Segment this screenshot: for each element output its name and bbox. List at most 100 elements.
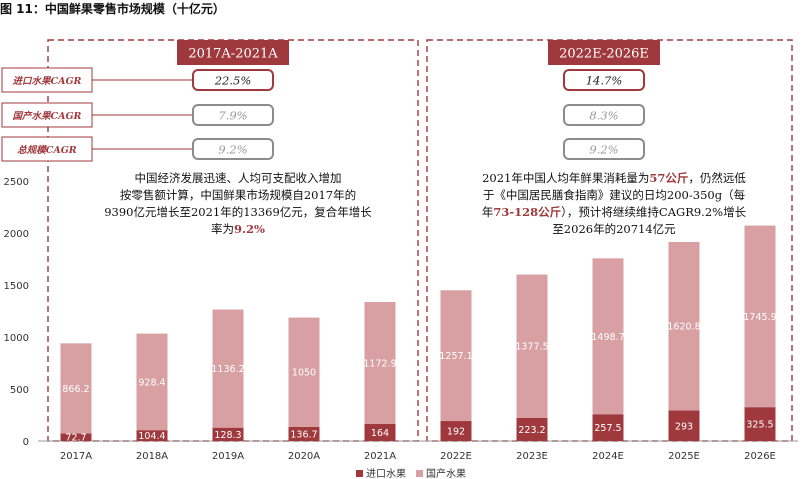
bar-import (440, 421, 472, 441)
left-cagr-value-box (192, 104, 274, 126)
right-note-text: 至2026年的20714亿元 (552, 222, 676, 236)
bar-import (288, 426, 320, 441)
data-label-import: 136.7 (290, 429, 317, 440)
data-label-import: 164 (371, 428, 389, 439)
data-label-domestic: 1136.2 (211, 364, 244, 375)
right-note-highlight: 57公斤 (649, 171, 689, 185)
right-note-text: 年 (481, 205, 494, 219)
y-tick-label: 2000 (4, 229, 29, 240)
left-note-line: 中国经济发展迅速、人均可支配收入增加 (134, 171, 342, 185)
x-tick-label: 2020A (288, 451, 320, 462)
cagr-row-label: 总规模CAGR (17, 144, 77, 156)
right-cagr-value: 9.2% (589, 143, 618, 157)
y-tick-label: 0 (23, 437, 29, 448)
x-tick-label: 2022E (440, 451, 472, 462)
y-tick-label: 1500 (4, 281, 29, 292)
data-label-import: 72.7 (65, 433, 86, 444)
data-label-domestic: 1498.7 (591, 332, 624, 343)
bar-import (516, 417, 548, 441)
period-right-header: 2022E-2026E (559, 47, 649, 62)
x-tick-label: 2024E (592, 451, 624, 462)
right-note-highlight: 73-128公斤 (493, 205, 562, 219)
data-label-import: 128.3 (214, 430, 241, 441)
data-label-domestic: 1050 (292, 368, 316, 379)
right-cagr-value-box (563, 69, 645, 91)
legend-label-import: 进口水果 (366, 468, 406, 479)
data-label-import: 192 (447, 427, 465, 438)
bar-import (592, 414, 624, 441)
bar-domestic (364, 301, 396, 424)
cagr-row-label-box (1, 102, 93, 128)
left-cagr-value-box (192, 69, 274, 91)
right-cagr-value-box (563, 104, 645, 126)
right-period-note: 2021年中国人均年鲜果消耗量为57公斤，仍然远低 于《中国居民膳食指南》建议的… (446, 170, 782, 238)
right-note-text: ，仍然远低 (688, 171, 746, 185)
x-tick-label: 2025E (668, 451, 700, 462)
bar-import (136, 430, 168, 441)
cagr-row-label-box (1, 136, 93, 162)
x-tick-label: 2023E (516, 451, 548, 462)
cagr-row-label: 国产水果CAGR (13, 110, 82, 122)
legend-swatch-domestic (416, 470, 423, 477)
left-note-line: 率为9.2% (84, 221, 392, 238)
right-cagr-value: 14.7% (586, 74, 623, 88)
data-label-import: 223.2 (518, 425, 545, 436)
right-note-line: 2021年中国人均年鲜果消耗量为57公斤，仍然远低 (446, 170, 782, 187)
left-cagr-value: 22.5% (214, 74, 252, 88)
data-label-domestic: 928.4 (138, 377, 165, 388)
x-tick-label: 2021A (364, 451, 396, 462)
x-tick-label: 2017A (60, 451, 92, 462)
right-note-text: ），预计将继续维持CAGR9.2%增长 (561, 205, 747, 219)
period-right-header-box (548, 40, 660, 65)
left-cagr-value-box (192, 138, 274, 160)
bar-import (60, 433, 92, 441)
bar-domestic (60, 343, 92, 434)
data-label-domestic: 1257.1 (439, 351, 472, 362)
x-tick-label: 2018A (136, 451, 168, 462)
right-note-line: 于《中国居民膳食指南》建议的日均200-350g（每 (446, 187, 782, 204)
y-tick-label: 2500 (4, 177, 29, 188)
bar-domestic (668, 241, 700, 411)
data-label-domestic: 1620.8 (667, 322, 700, 333)
figure-title: 图 11：中国鲜果零售市场规模（十亿元） (0, 2, 225, 16)
right-note-line: 至2026年的20714亿元 (446, 221, 782, 238)
bar-domestic (288, 317, 320, 427)
data-label-domestic: 1377.5 (515, 342, 548, 353)
cagr-row-label: 进口水果CAGR (13, 75, 82, 87)
data-label-import: 257.5 (594, 423, 621, 434)
right-note-text: 于《中国居民膳食指南》建议的日均200-350g（每 (482, 188, 746, 202)
bar-domestic (212, 309, 244, 428)
bar-domestic (440, 290, 472, 422)
y-tick-label: 500 (10, 385, 29, 396)
left-note-line: 9390亿元增长至2021年的13369亿元，复合年增长 (104, 205, 372, 219)
legend-swatch-import (356, 470, 363, 477)
bar-domestic (592, 258, 624, 415)
data-label-domestic: 866.2 (62, 384, 89, 395)
data-label-domestic: 1172.9 (363, 358, 396, 369)
right-cagr-value-box (563, 138, 645, 160)
bar-domestic (136, 333, 168, 431)
data-label-domestic: 1745.9 (743, 312, 776, 323)
x-tick-label: 2026E (744, 451, 776, 462)
bar-import (744, 407, 776, 441)
left-note-text: 率为 (211, 222, 235, 236)
left-note-line: 按零售额计算，中国鲜果市场规模自2017年的 (119, 188, 357, 202)
legend-label-domestic: 国产水果 (426, 467, 466, 479)
right-cagr-value: 8.3% (589, 109, 618, 123)
data-label-import: 293 (675, 421, 693, 432)
data-label-import: 325.5 (746, 420, 773, 431)
left-cagr-value: 7.9% (218, 109, 247, 123)
bar-import (668, 410, 700, 441)
left-note-highlight: 9.2% (234, 222, 265, 236)
bar-domestic (744, 225, 776, 408)
period-left-header: 2017A-2021A (188, 47, 278, 62)
period-left-header-box (177, 40, 289, 65)
left-cagr-value: 9.2% (218, 143, 247, 157)
bar-import (212, 427, 244, 441)
x-tick-label: 2019A (212, 451, 244, 462)
left-period-note: 中国经济发展迅速、人均可支配收入增加 按零售额计算，中国鲜果市场规模自2017年… (84, 170, 392, 238)
bar-domestic (516, 274, 548, 418)
data-label-import: 104.4 (138, 431, 165, 442)
right-note-text: 2021年中国人均年鲜果消耗量为 (482, 171, 650, 185)
